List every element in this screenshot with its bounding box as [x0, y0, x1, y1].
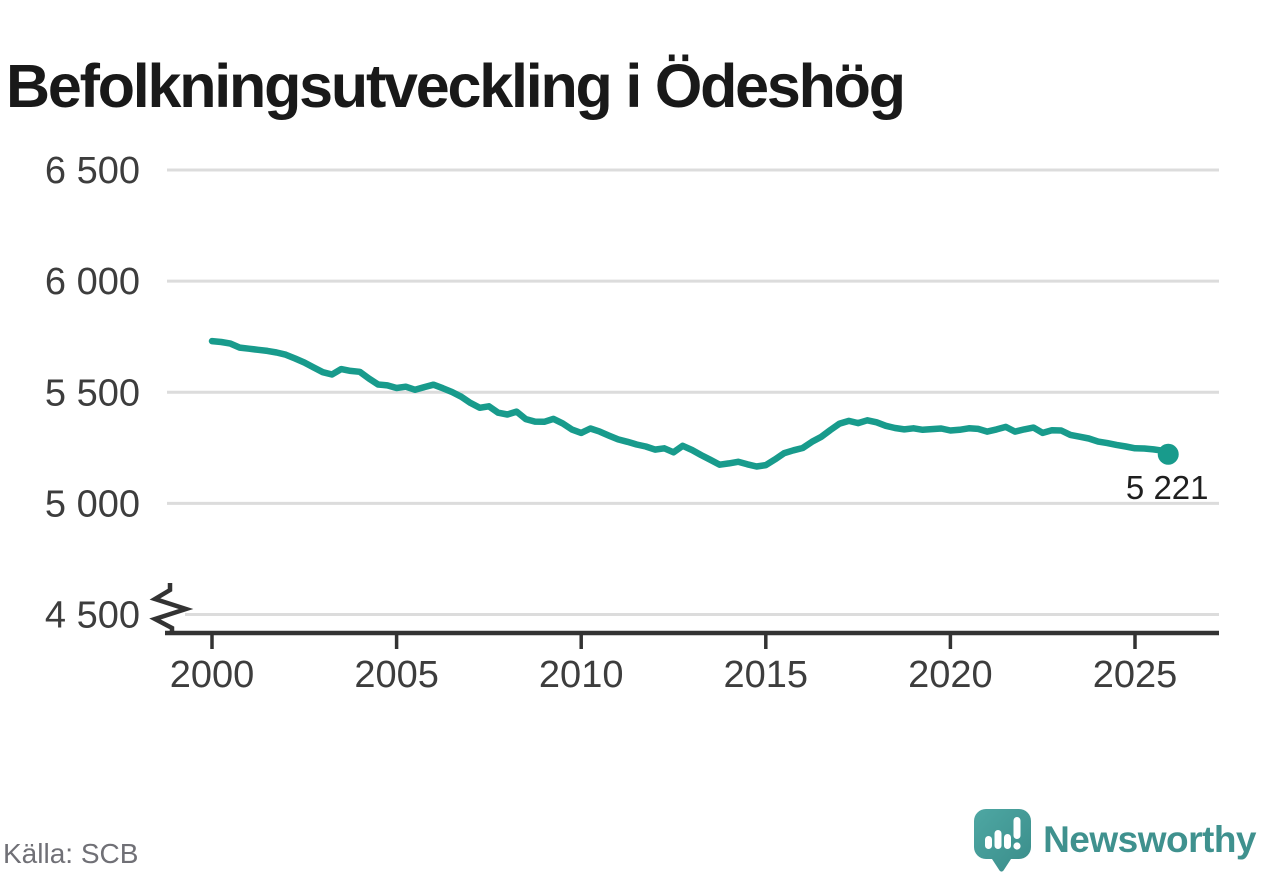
y-tick-label-5000: 5 000 — [45, 483, 140, 525]
x-tick-label-2000: 2000 — [170, 654, 255, 696]
page-title: Befolkningsutveckling i Ödeshög — [6, 51, 906, 120]
y-tick-label-5500: 5 500 — [45, 372, 140, 414]
x-tick-label-2015: 2015 — [724, 654, 809, 696]
newsworthy-logo-icon — [974, 809, 1032, 872]
newsworthy-branding: Newsworthy — [973, 808, 1256, 872]
x-tick-label-2020: 2020 — [908, 654, 993, 696]
end-point-label: 5 221 — [1126, 469, 1209, 506]
x-tick-label-2005: 2005 — [354, 654, 439, 696]
y-tick-label-4500: 4 500 — [45, 595, 140, 637]
logo-bubble — [974, 809, 1032, 872]
y-tick-label-6000: 6 000 — [45, 261, 140, 303]
source-note: Källa: SCB — [3, 838, 139, 869]
logo-bars-icon — [985, 817, 1021, 850]
x-tick-label-2025: 2025 — [1093, 654, 1178, 696]
population-chart: 6 500 6 000 5 500 5 000 4 500 2000 2005 2010 201… — [45, 150, 1219, 696]
x-tick-label-2010: 2010 — [539, 654, 624, 696]
axis-break-icon — [149, 583, 194, 633]
y-tick-label-6500: 6 500 — [45, 150, 140, 192]
brand-name: Newsworthy — [1043, 819, 1256, 860]
population-line-series — [208, 337, 1172, 470]
end-point-dot — [1157, 443, 1179, 465]
